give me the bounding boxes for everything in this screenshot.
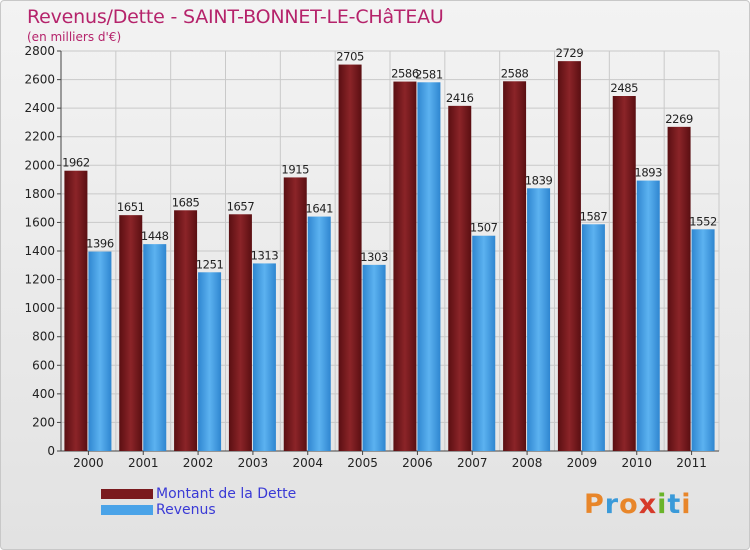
y-tick-label: 800 [32,330,55,344]
brand-letter: P [584,489,605,520]
x-tick-label: 2011 [676,456,707,470]
bar-revenus [362,264,386,451]
y-tick-label: 2800 [24,44,55,58]
chart-subtitle: (en milliers d'€) [27,30,122,44]
y-tick-label: 1800 [24,187,55,201]
y-tick-label: 1200 [24,273,55,287]
y-tick-label: 1600 [24,215,55,229]
y-tick-label: 400 [32,387,55,401]
data-label: 1303 [360,250,388,264]
data-label: 1448 [141,229,169,243]
data-label: 1915 [281,162,309,176]
x-tick-label: 2004 [292,456,323,470]
y-tick-label: 2400 [24,101,55,115]
legend-label-dette: Montant de la Dette [156,486,297,502]
data-label: 1685 [172,195,200,209]
brand-letter: o [619,489,639,520]
y-tick-label: 2200 [24,130,55,144]
bar-dette [64,170,88,451]
bar-dette [448,105,472,451]
y-tick-label: 200 [32,415,55,429]
x-tick-label: 2005 [347,456,378,470]
y-tick-label: 600 [32,358,55,372]
x-tick-label: 2007 [457,456,488,470]
bar-dette [612,96,636,451]
bar-revenus [527,188,551,452]
data-label: 1552 [689,214,717,228]
x-tick-label: 2006 [402,456,433,470]
x-tick-label: 2009 [567,456,598,470]
brand-letter: x [638,489,658,520]
y-tick-label: 2000 [24,158,55,172]
x-tick-label: 2001 [128,456,159,470]
data-label: 1396 [86,237,114,251]
bar-revenus [198,272,222,451]
data-label: 2581 [415,67,443,81]
brand-logo: Proxiti [584,489,692,520]
bar-dette [228,214,252,451]
data-label: 1251 [196,257,224,271]
data-label: 2586 [391,67,419,81]
data-label: 1839 [525,173,553,187]
brand-letter: i [681,489,692,520]
brand-letter: t [667,489,682,520]
x-tick-label: 2010 [621,456,652,470]
x-tick-label: 2003 [238,456,269,470]
y-tick-label: 1400 [24,244,55,258]
grid-lines [60,50,720,452]
bar-revenus [417,82,441,452]
data-label: 1641 [305,202,333,216]
data-label: 1893 [634,166,662,180]
data-label: 1507 [470,221,498,235]
chart-title: Revenus/Dette - SAINT-BONNET-LE-CHâTEAU [27,6,444,28]
bar-dette [503,81,527,452]
bar-dette [667,126,691,451]
y-tick-label: 0 [47,444,55,458]
y-tick-label: 1000 [24,301,55,315]
bar-dette [557,61,581,452]
data-label: 2729 [556,46,584,60]
data-label: 2705 [336,50,364,64]
legend-label-revenus: Revenus [156,502,216,518]
bar-revenus [472,235,496,451]
data-label: 2485 [610,81,638,95]
bar-dette [283,177,307,451]
data-label: 2269 [665,112,693,126]
x-tick-label: 2008 [512,456,543,470]
axes: 0 200 400 600 800 1000 1200 1400 1600 1800 2000 220… [24,44,719,470]
bar-revenus [143,244,167,451]
data-label: 1657 [227,199,255,213]
bar-revenus [307,216,331,451]
bar-revenus [636,180,660,452]
bar-dette [174,210,198,451]
x-tick-label: 2002 [183,456,214,470]
data-label: 1651 [117,200,145,214]
data-label: 2588 [501,66,529,80]
bar-revenus [581,224,605,451]
x-tick-label: 2000 [73,456,104,470]
legend-swatch-dette [101,489,153,499]
bar-revenus [88,251,112,451]
legend-swatch-revenus [101,505,153,515]
bar-dette [119,215,143,451]
data-label: 1587 [580,209,608,223]
data-labels: 1962 1396 1651 1448 1685 1251 1657 1313 1915 1641… [62,46,717,271]
bar-revenus [252,263,276,451]
data-label: 2416 [446,91,474,105]
bars [64,61,715,452]
data-label: 1313 [251,248,279,262]
y-tick-label: 2600 [24,73,55,87]
bar-dette [393,81,417,452]
brand-letter: r [604,489,620,520]
brand-letter: i [657,489,668,520]
bar-dette [338,64,362,452]
bar-revenus [691,229,715,451]
data-label: 1962 [62,156,90,170]
